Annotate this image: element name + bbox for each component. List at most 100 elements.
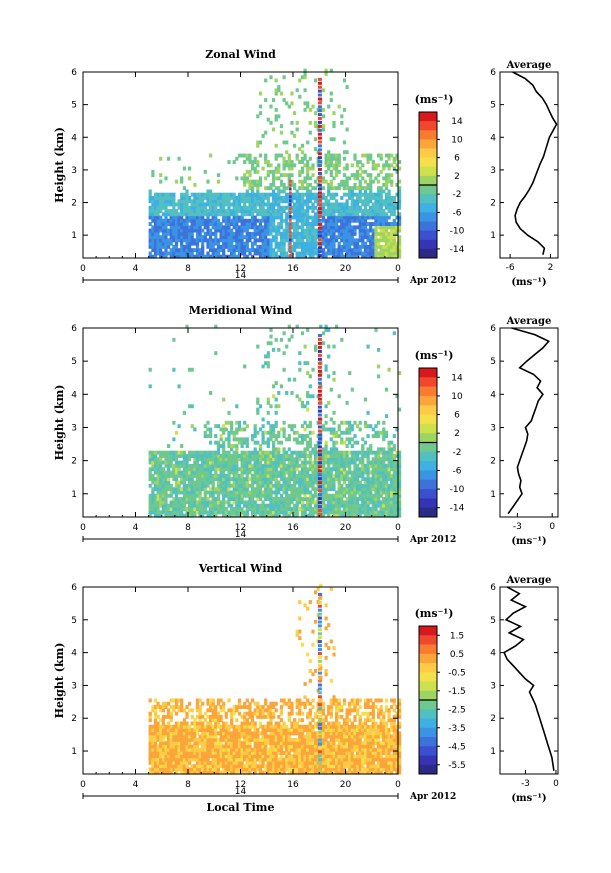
heatmap-cell (379, 477, 383, 482)
heatmap-cell (167, 507, 171, 511)
heatmap-cell (169, 507, 173, 511)
heatmap-cell (224, 209, 228, 213)
heatmap-cell (272, 254, 276, 259)
heatmap-cell (209, 209, 213, 213)
heatmap-cell (279, 497, 284, 501)
heatmap-cell (248, 477, 252, 482)
heatmap-cell (232, 457, 236, 462)
heatmap-cell (164, 483, 168, 488)
heatmap-cell (363, 179, 368, 184)
heatmap-cell (384, 463, 389, 468)
heatmap-cell (266, 440, 270, 445)
heatmap-cell (377, 420, 381, 425)
heatmap-cell (227, 241, 231, 246)
heatmap-cell (290, 120, 294, 125)
heatmap-cell (377, 493, 381, 498)
heatmap-cell (340, 218, 344, 223)
heatmap-cell (279, 215, 284, 220)
heatmap-cell (195, 751, 200, 755)
heatmap-cell (185, 714, 189, 719)
heatmap-cell (329, 225, 333, 230)
heatmap-cell (327, 156, 331, 161)
heatmap-cell (353, 202, 357, 207)
heatmap-cell (340, 510, 344, 515)
heatmap-cell (167, 737, 171, 742)
heatmap-cell (321, 124, 326, 129)
heatmap-cell (377, 460, 381, 465)
heatmap-cell (185, 212, 189, 217)
heatmap-cell (384, 218, 389, 223)
heatmap-cell (382, 189, 386, 194)
colorbar-tick-label: 14 (451, 117, 463, 127)
heatmap-cell (253, 199, 257, 204)
heatmap-cell (300, 454, 305, 458)
heatmap-cell (248, 196, 252, 200)
heatmap-cell (164, 241, 168, 246)
heatmap-cell (282, 166, 286, 171)
heatmap-cell (295, 513, 299, 518)
y-tick-label: 3 (71, 166, 77, 176)
heatmap-cell (182, 767, 186, 772)
heatmap-cell (159, 477, 163, 482)
heatmap-cell (253, 209, 257, 213)
heatmap-cell (374, 212, 378, 217)
heatmap-cell (321, 470, 326, 475)
heatmap-cell (269, 163, 273, 168)
heatmap-cell (264, 510, 268, 515)
heatmap-cell (235, 463, 239, 468)
heatmap-cell (293, 244, 297, 249)
heatmap-cell (174, 202, 179, 207)
colorbar-tick-label: 6 (454, 411, 460, 421)
heatmap-cell (269, 430, 273, 435)
heatmap-cell (245, 507, 249, 511)
heatmap-cell (216, 460, 221, 465)
heatmap-cell (398, 189, 402, 194)
heatmap-cell (193, 754, 197, 759)
heatmap-cell (216, 173, 221, 178)
heatmap-cell (264, 483, 268, 488)
heatmap-cell (269, 480, 273, 485)
heatmap-cell (387, 251, 391, 256)
heatmap-cell (167, 734, 171, 739)
heatmap-cell (374, 513, 378, 518)
heatmap-cell (382, 235, 386, 240)
heatmap-cell (151, 212, 155, 217)
heatmap-cell (285, 450, 289, 455)
x-tick-label: 16 (287, 264, 299, 274)
heatmap-cell (314, 450, 318, 455)
heatmap-cell (316, 228, 320, 233)
heatmap-cell (279, 153, 284, 158)
heatmap-cell (224, 254, 228, 259)
heatmap-cell (382, 427, 386, 432)
heatmap-cell (256, 196, 260, 200)
heatmap-cell (237, 510, 242, 515)
heatmap-cell (382, 254, 386, 259)
heatmap-cell (353, 241, 357, 246)
heatmap-cell (222, 507, 226, 511)
heatmap-cell (314, 503, 318, 508)
heatmap-cell (348, 186, 352, 191)
heatmap-cell (193, 734, 197, 739)
heatmap-cell (188, 757, 192, 762)
heatmap-cell (190, 450, 194, 455)
heatmap-cell (395, 394, 399, 399)
heatmap-cell (287, 500, 291, 505)
heatmap-cell (366, 497, 370, 501)
heatmap-cell (337, 104, 341, 109)
heatmap-cell (237, 209, 242, 213)
heatmap-cell (182, 490, 186, 495)
heatmap-cell (222, 196, 226, 200)
heatmap-cell (227, 218, 231, 223)
heatmap-cell (272, 440, 276, 445)
heatmap-cell (395, 480, 399, 485)
heatmap-cell (264, 248, 268, 253)
heatmap-cell (235, 473, 239, 478)
heatmap-cell (282, 351, 286, 356)
heatmap-cell (366, 500, 370, 505)
heatmap-cell (153, 770, 158, 775)
heatmap-cell (387, 463, 391, 468)
heatmap-cell (269, 507, 273, 511)
heatmap-cell (272, 510, 276, 515)
heatmap-cell (203, 473, 207, 478)
heatmap-cell (269, 222, 273, 226)
